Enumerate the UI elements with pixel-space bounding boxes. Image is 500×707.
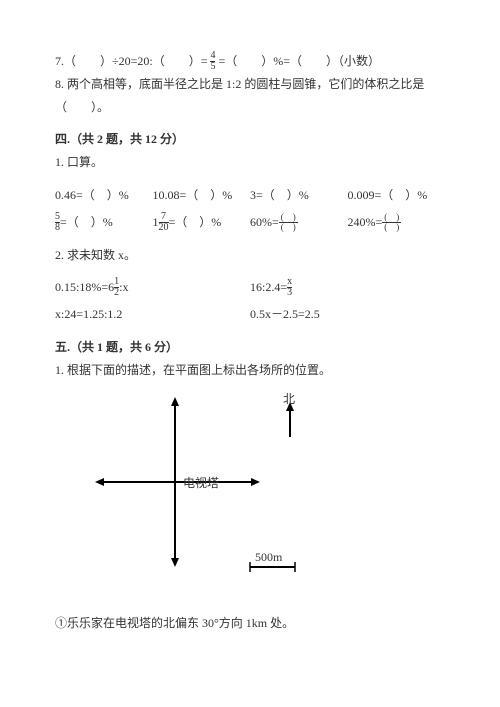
calc-row-2: 58=（ ）% 1720=（ ）% 60%=( )( ) 240%=( )( )	[55, 211, 445, 234]
calc-cell: 1720=（ ）%	[153, 211, 251, 234]
eq-cell: 0.5x－2.5=2.5	[250, 303, 445, 326]
calc-cell: 60%=( )( )	[250, 211, 348, 234]
s4-2-title: 2. 求未知数 x。	[55, 244, 445, 267]
section-4-title: 四.（共 2 题，共 12 分）	[55, 128, 445, 151]
question-7: 7.（ ）÷20=20:（ ）= 4 5 =（ ）%=（ ）（小数）	[55, 50, 445, 73]
map-svg	[95, 392, 345, 602]
eq-cell: 16:2.4=x3	[250, 276, 445, 299]
s4-1-title: 1. 口算。	[55, 151, 445, 174]
s5-1-title: 1. 根据下面的描述，在平面图上标出各场所的位置。	[55, 359, 445, 382]
north-label: 北	[283, 388, 295, 411]
section-5-title: 五.（共 1 题，共 6 分）	[55, 336, 445, 359]
map-diagram: 北 电视塔 500m	[95, 392, 345, 602]
scale-label: 500m	[255, 546, 282, 569]
question-8: 8. 两个高相等，底面半径之比是 1:2 的圆柱与圆锥，它们的体积之比是 （ ）…	[55, 73, 445, 119]
eq-row-2: x:24=1.25:1.2 0.5x－2.5=2.5	[55, 303, 445, 326]
q7-text-b: =（ ）%=（ ）（小数）	[218, 54, 380, 68]
center-label: 电视塔	[183, 472, 219, 495]
calc-cell: 240%=( )( )	[348, 211, 446, 234]
calc-cell: 0.46=（ ）%	[55, 184, 153, 207]
eq-cell: x:24=1.25:1.2	[55, 303, 250, 326]
calc-cell: 58=（ ）%	[55, 211, 153, 234]
eq-cell: 0.15:18%=612:x	[55, 276, 250, 299]
q8-line1: 8. 两个高相等，底面半径之比是 1:2 的圆柱与圆锥，它们的体积之比是	[55, 73, 445, 96]
calc-cell: 3=（ ）%	[250, 184, 348, 207]
calc-cell: 10.08=（ ）%	[153, 184, 251, 207]
calc-cell: 0.009=（ ）%	[348, 184, 446, 207]
q7-text-a: 7.（ ）÷20=20:（ ）=	[55, 54, 207, 68]
eq-row-1: 0.15:18%=612:x 16:2.4=x3	[55, 276, 445, 299]
q7-fraction: 4 5	[210, 51, 215, 72]
calc-row-1: 0.46=（ ）% 10.08=（ ）% 3=（ ）% 0.009=（ ）%	[55, 184, 445, 207]
s5-item-1: ①乐乐家在电视塔的北偏东 30°方向 1km 处。	[55, 612, 445, 635]
q8-line2: （ ）。	[55, 96, 445, 119]
